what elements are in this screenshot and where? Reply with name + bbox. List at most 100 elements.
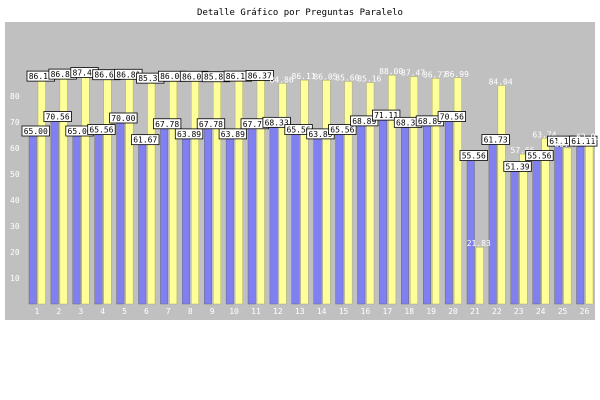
- data-label-series-2: 88.00: [379, 67, 403, 76]
- data-label-series-1: 51.39: [506, 162, 530, 171]
- data-label-series-2: 85.33: [138, 74, 162, 83]
- data-label-series-1: 68.89: [352, 117, 376, 126]
- x-tick-label: 17: [383, 307, 393, 316]
- bar-series-1: [116, 121, 125, 305]
- data-label-series-1: 55.56: [462, 152, 486, 161]
- bar-series-2: [475, 247, 484, 305]
- bar-series-1: [488, 143, 497, 305]
- bar-series-2: [541, 138, 550, 305]
- x-tick-label: 20: [448, 307, 458, 316]
- data-label-box: [43, 111, 72, 122]
- bar-series-2: [585, 140, 594, 305]
- bar-series-1: [532, 159, 541, 305]
- bar-series-1: [291, 133, 300, 305]
- bar-series-2: [212, 80, 221, 305]
- x-tick-label: 8: [188, 307, 193, 316]
- x-tick-label: 10: [229, 307, 239, 316]
- data-label-box: [437, 111, 467, 122]
- bar-series-1: [444, 120, 453, 305]
- x-tick-label: 6: [144, 307, 149, 316]
- x-tick-label: 21: [470, 307, 480, 316]
- data-label-box: [371, 109, 401, 121]
- data-label-series-1: 65.56: [330, 126, 354, 135]
- data-label-series-1: 61.67: [133, 136, 157, 145]
- bar-series-1: [423, 124, 431, 305]
- x-tick-label: 9: [210, 307, 215, 316]
- data-label-series-1: 65.56: [89, 126, 113, 135]
- chart-title: Detalle Gráfico por Preguntas Paralelo: [197, 8, 403, 18]
- x-tick-label: 26: [580, 307, 590, 316]
- bar-series-2: [169, 80, 178, 305]
- data-label-series-2: 63.74: [532, 130, 556, 139]
- bar-series-2: [563, 147, 572, 305]
- data-label-series-2: 86.65: [94, 71, 118, 80]
- bar-series-1: [72, 134, 81, 305]
- data-label-series-1: 65.00: [24, 127, 48, 136]
- x-tick-label: 22: [492, 307, 502, 316]
- data-label-series-1: 63.89: [177, 130, 201, 139]
- data-label-series-1: 68.33: [396, 118, 420, 127]
- data-label-series-2: 60.00: [554, 140, 578, 149]
- x-tick-label: 14: [317, 307, 327, 316]
- data-label-series-2: 87.47: [73, 69, 97, 78]
- data-label-series-2: 62.91: [576, 132, 600, 141]
- data-label-series-1: 63.89: [308, 130, 332, 139]
- data-label-series-2: 86.37: [248, 71, 272, 80]
- data-label-series-2: 86.06: [160, 72, 184, 81]
- bar-series-2: [191, 80, 200, 305]
- data-label-box: [131, 134, 160, 146]
- bar-series-2: [125, 78, 134, 305]
- data-label-series-2: 85.16: [357, 75, 381, 84]
- bar-series-1: [247, 127, 256, 305]
- data-label-series-2: 85.87: [204, 73, 228, 82]
- bar-series-1: [379, 118, 388, 305]
- bar-series-1: [28, 134, 37, 305]
- data-label-box: [218, 128, 248, 140]
- data-label-box: [525, 150, 554, 161]
- bar-series-1: [357, 124, 366, 305]
- data-label-series-2: 87.47: [401, 69, 425, 78]
- data-label-series-2: 86.99: [445, 70, 469, 79]
- y-tick-label: 80: [10, 92, 20, 101]
- bar-series-2: [410, 76, 418, 305]
- bar-series-1: [335, 133, 344, 305]
- x-tick-label: 3: [78, 307, 83, 316]
- bar-series-2: [147, 81, 156, 305]
- y-tick-label: 70: [10, 118, 20, 127]
- bar-series-1: [576, 144, 585, 305]
- data-label-box: [87, 124, 116, 135]
- bar-series-2: [497, 85, 506, 305]
- bar-series-1: [203, 127, 212, 305]
- y-tick-label: 10: [10, 274, 20, 283]
- bar-series-1: [50, 120, 59, 305]
- bar-series-2: [81, 76, 90, 305]
- data-label-series-2: 84.04: [489, 77, 513, 86]
- data-label-series-1: 70.56: [46, 113, 70, 122]
- data-label-series-2: 86.11: [226, 72, 250, 81]
- x-tick-label: 4: [100, 307, 105, 316]
- x-tick-label: 1: [35, 307, 40, 316]
- y-tick-label: 20: [10, 248, 20, 257]
- bar-series-2: [453, 77, 462, 305]
- y-tick-label: 30: [10, 222, 20, 231]
- data-label-box: [503, 160, 532, 172]
- data-label-series-2: 85.60: [335, 73, 359, 82]
- data-label-box: [459, 150, 488, 161]
- data-label-series-1: 70.56: [440, 113, 464, 122]
- data-label-series-1: 63.89: [221, 130, 245, 139]
- data-label-series-1: 65.00: [68, 127, 92, 136]
- data-label-box: [350, 115, 379, 127]
- data-label-series-1: 67.78: [199, 120, 223, 129]
- x-tick-label: 23: [514, 307, 524, 316]
- bar-series-1: [225, 137, 234, 305]
- bar-series-1: [510, 170, 519, 305]
- x-tick-label: 24: [536, 307, 546, 316]
- bar-series-1: [466, 159, 475, 305]
- data-label-series-2: 86.81: [116, 70, 140, 79]
- data-label-series-1: 67.78: [155, 120, 179, 129]
- data-label-series-2: 86.77: [423, 70, 447, 79]
- data-label-box: [481, 134, 510, 145]
- data-label-series-2: 86.11: [292, 72, 316, 81]
- data-label-series-1: 70.00: [111, 114, 135, 123]
